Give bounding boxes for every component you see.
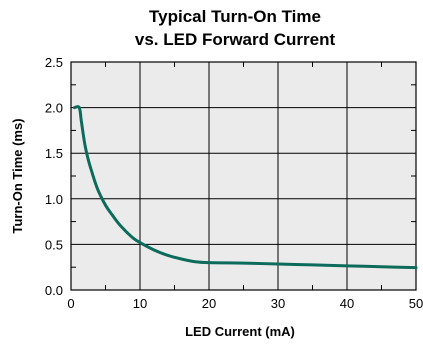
y-tick-label: 2.0 [45,101,63,116]
x-tick-label: 10 [133,296,147,311]
x-tick-label: 30 [271,296,285,311]
y-axis-label: Turn-On Time (ms) [10,118,25,233]
x-tick-label: 20 [202,296,216,311]
x-tick-label: 50 [409,296,423,311]
y-tick-label: 0.5 [45,237,63,252]
y-tick-labels: 0.0 0.5 1.0 1.5 2.0 2.5 [45,55,63,298]
chart-title-line1: Typical Turn-On Time [149,7,321,26]
y-tick-label: 0.0 [45,283,63,298]
x-tick-label: 40 [340,296,354,311]
y-tick-label: 1.0 [45,192,63,207]
y-tick-label: 1.5 [45,146,63,161]
minor-ticks [71,62,416,290]
plot-frame [70,61,417,291]
series-line [72,105,418,270]
y-tick-label: 2.5 [45,55,63,70]
plot-area [71,62,416,290]
x-tick-labels: 0 10 20 30 40 50 [67,296,423,311]
x-tick-label: 0 [67,296,74,311]
x-axis-label: LED Current (mA) [185,324,295,339]
gridlines [71,62,416,290]
chart-title-line2: vs. LED Forward Current [135,30,336,49]
